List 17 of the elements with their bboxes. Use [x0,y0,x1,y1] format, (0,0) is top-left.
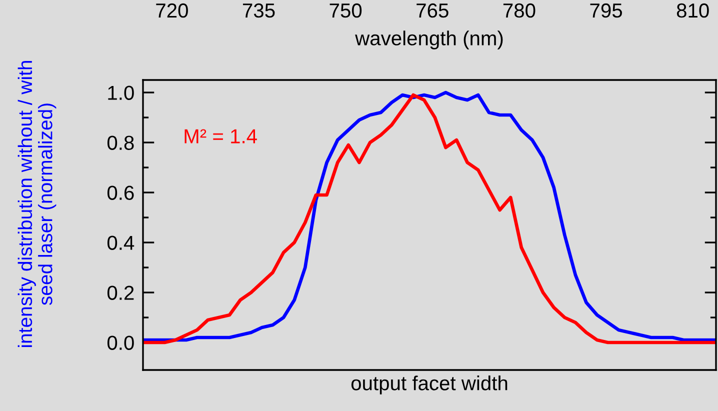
x2-tick-label: 810 [676,3,709,18]
y-tick-label: 0.0 [107,336,134,350]
x2-axis-title: wavelength (nm) [355,30,503,50]
x2-tick-label: 795 [590,3,622,18]
y-tick-label: 0.2 [107,286,134,300]
x-axis-title: output facet width [351,376,508,394]
x2-tick-label: 780 [503,3,536,18]
annotation: M² = 1.4 [184,129,257,144]
y-tick-label: 0.6 [107,186,134,200]
x2-tick-label: 735 [242,3,275,18]
y-axis-title: intensity distribution without / with seed laser (normalized) [18,60,56,347]
x2-tick-label: 750 [330,3,362,18]
y-tick-label: 1.0 [108,86,134,100]
y-tick-label: 0.4 [107,236,134,250]
y-tick-label: 0.8 [107,136,134,150]
x2-tick-label: 720 [156,3,188,18]
x2-tick-label: 765 [416,3,448,18]
